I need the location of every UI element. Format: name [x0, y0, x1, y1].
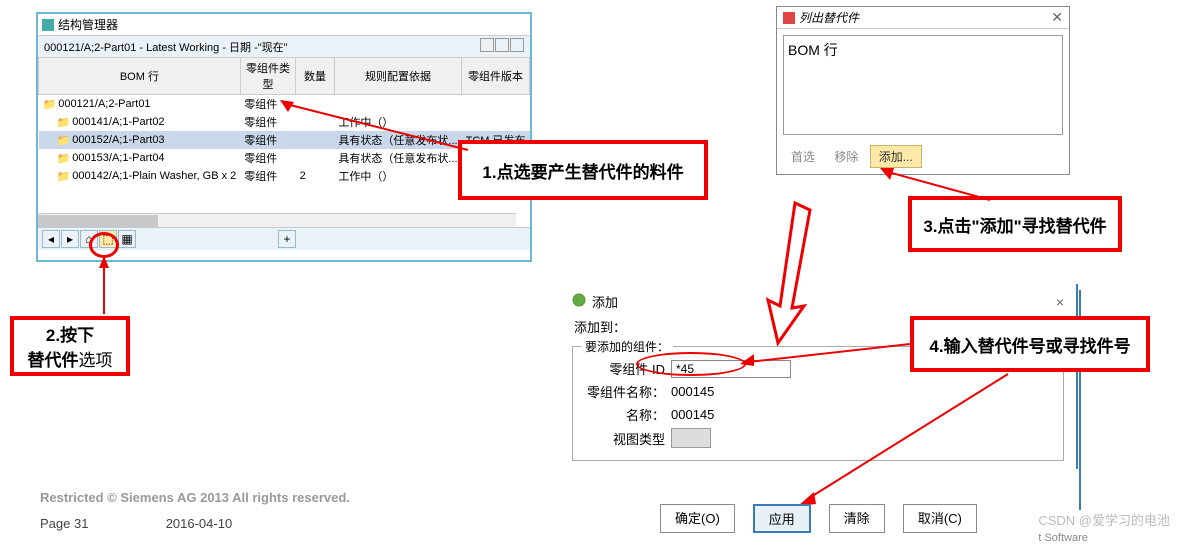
add-close-icon[interactable]: × — [1056, 294, 1064, 310]
subst-titlebar[interactable]: 列出替代件 ✕ — [777, 7, 1069, 29]
table-row[interactable]: 📁000121/A;2-Part01零组件 — [39, 95, 530, 114]
col-rule[interactable]: 规则配置依据 — [334, 58, 461, 95]
view-type-select[interactable] — [671, 428, 711, 448]
tool-3[interactable]: ⌂ — [80, 230, 98, 248]
bom-table-wrap: BOM 行 零组件类型 数量 规则配置依据 零组件版本 📁000121/A;2-… — [38, 57, 530, 227]
view-type-label: 视图类型 — [583, 429, 665, 448]
structure-manager-window: 结构管理器 000121/A;2-Part01 - Latest Working… — [36, 12, 532, 262]
subst-icon — [783, 12, 795, 24]
comp-id-label: 零组件 ID — [583, 359, 665, 378]
structure-manager-titlebar[interactable]: 结构管理器 — [38, 14, 530, 36]
table-row[interactable]: 📁000142/A;1-Plain Washer, GB x 2零组件2工作中（… — [39, 167, 530, 185]
clear-button[interactable]: 清除 — [829, 504, 885, 533]
col-qty[interactable]: 数量 — [296, 58, 335, 95]
annotation-2: 2.按下替代件选项 — [10, 316, 130, 376]
annotation-1: 1.点选要产生替代件的料件 — [458, 140, 708, 200]
preferred-button[interactable]: 首选 — [783, 146, 823, 167]
path-bar: 000121/A;2-Part01 - Latest Working - 日期 … — [38, 36, 530, 57]
name-value: 000145 — [671, 407, 714, 422]
bom-table: BOM 行 零组件类型 数量 规则配置依据 零组件版本 📁000121/A;2-… — [38, 57, 530, 185]
close-icon[interactable]: ✕ — [1051, 9, 1063, 26]
window-title: 结构管理器 — [58, 16, 118, 33]
col-type[interactable]: 零组件类型 — [240, 58, 295, 95]
table-header-row: BOM 行 零组件类型 数量 规则配置依据 零组件版本 — [39, 58, 530, 95]
add-icon — [572, 293, 586, 310]
tool-plus[interactable]: + — [278, 230, 296, 248]
tool-2[interactable]: ▸ — [61, 230, 79, 248]
cancel-button[interactable]: 取消(C) — [903, 504, 977, 533]
col-ver[interactable]: 零组件版本 — [462, 58, 530, 95]
add-title-text: 添加 — [592, 292, 618, 311]
app-icon — [42, 19, 54, 31]
fieldset-legend: 要添加的组件： — [581, 338, 673, 355]
apply-button[interactable]: 应用 — [753, 504, 811, 533]
comp-name-value: 000145 — [671, 384, 714, 399]
footer-page: Page 31 2016-04-10 — [40, 516, 232, 531]
tool-substitute[interactable]: ⬚ — [99, 230, 117, 248]
table-row[interactable]: 📁000141/A;1-Part02零组件工作中（） — [39, 113, 530, 131]
footer-rights: Restricted © Siemens AG 2013 All rights … — [40, 490, 350, 505]
col-bom[interactable]: BOM 行 — [39, 58, 241, 95]
bottom-toolbar: ◂ ▸ ⌂ ⬚ ▦ + — [38, 227, 530, 250]
substitute-list-window: 列出替代件 ✕ BOM 行 首选 移除 添加... — [776, 6, 1070, 175]
h-scrollbar[interactable] — [38, 213, 516, 227]
ok-button[interactable]: 确定(O) — [660, 504, 735, 533]
pathbar-buttons[interactable] — [479, 38, 524, 55]
path-text: 000121/A;2-Part01 - Latest Working - 日期 … — [44, 39, 288, 55]
name-label: 名称： — [583, 405, 665, 424]
watermark: CSDN @爱学习的电池 t Software — [1038, 510, 1170, 544]
tool-5[interactable]: ▦ — [118, 230, 136, 248]
annotation-3: 3.点击"添加"寻找替代件 — [908, 196, 1122, 252]
table-row[interactable]: 📁000153/A;1-Part04零组件具有状态（任意发布状...TCM 已发… — [39, 149, 530, 167]
subst-title: 列出替代件 — [799, 9, 859, 26]
table-row[interactable]: 📁000152/A;1-Part03零组件具有状态（任意发布状...TCM 已发… — [39, 131, 530, 149]
add-button[interactable]: 添加... — [870, 145, 922, 168]
comp-id-input[interactable] — [671, 360, 791, 378]
dialog-button-row: 确定(O) 应用 清除 取消(C) — [660, 504, 977, 533]
subst-body: BOM 行 — [783, 35, 1063, 135]
bom-row-label: BOM 行 — [788, 42, 838, 58]
tool-1[interactable]: ◂ — [42, 230, 60, 248]
remove-button[interactable]: 移除 — [826, 146, 866, 167]
comp-name-label: 零组件名称： — [583, 382, 665, 401]
arrow-2 — [96, 256, 116, 320]
subst-buttons: 首选 移除 添加... — [777, 141, 1069, 174]
annotation-4: 4.输入替代件号或寻找件号 — [910, 316, 1150, 372]
add-dialog: 添加 × 添加到： 要添加的组件： 零组件 ID 零组件名称： 000145 名… — [560, 284, 1078, 469]
